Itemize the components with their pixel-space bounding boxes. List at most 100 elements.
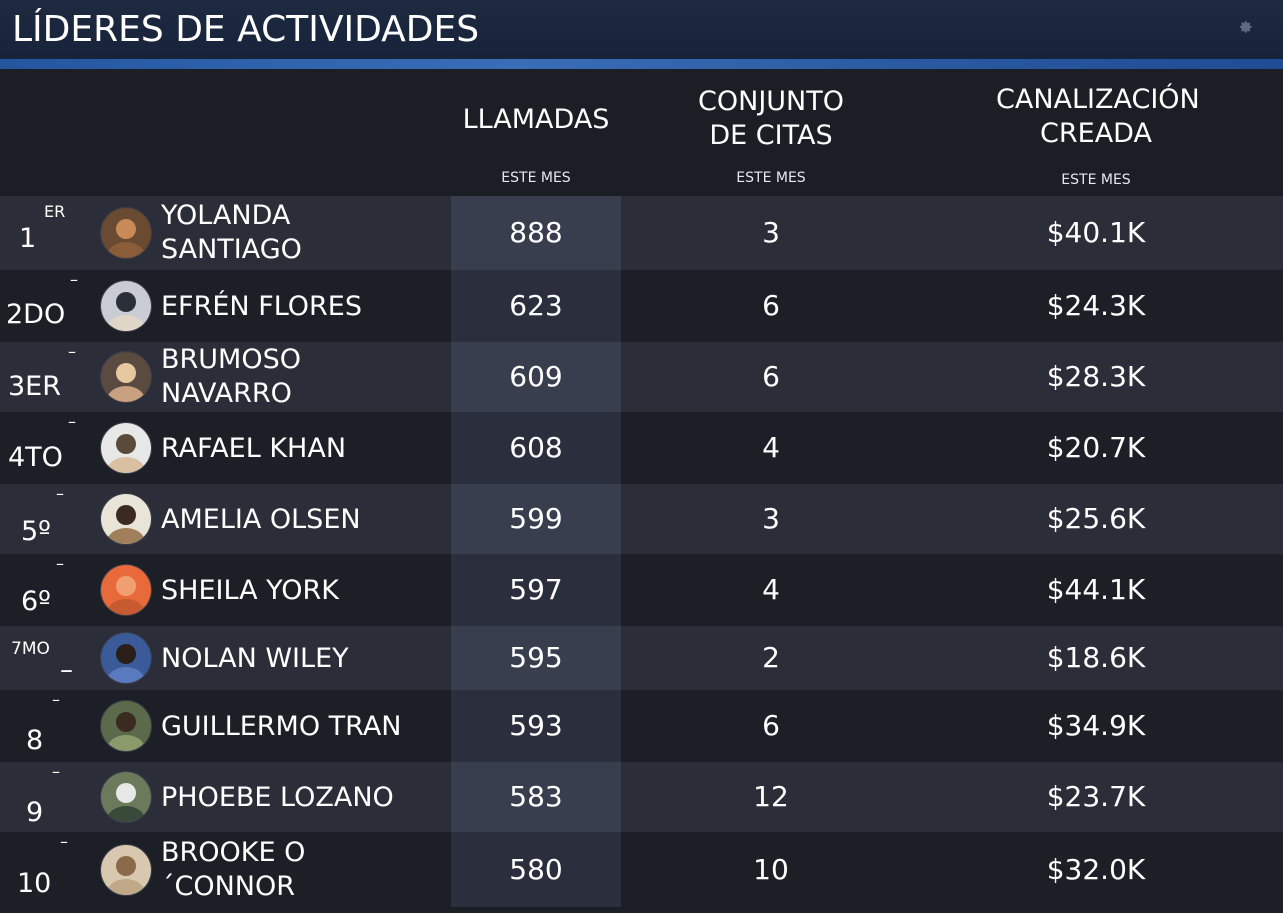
avatar-photo: [101, 565, 151, 615]
calls-value: 888: [509, 216, 563, 249]
calls-column-band: [451, 412, 621, 484]
calls-column-band: [451, 196, 621, 270]
avatar-photo: [101, 845, 151, 895]
calls-column-band: [451, 626, 621, 690]
column-sublabel: ESTE MES: [736, 170, 806, 186]
page-title: LÍDERES DE ACTIVIDADES: [12, 9, 480, 50]
leader-name: BROOKE O ´CONNOR: [161, 837, 306, 902]
leader-name: SHEILA YORK: [161, 575, 339, 606]
pipeline-value: $34.9K: [1046, 709, 1146, 742]
pipeline-value: $25.6K: [1046, 502, 1146, 535]
rank-number: 2DO: [6, 299, 66, 330]
avatar[interactable]: [100, 207, 152, 259]
pipeline-value: $28.3K: [1046, 360, 1146, 393]
leader-name: RAFAEL KHAN: [161, 433, 347, 464]
calls-value: 623: [509, 289, 563, 322]
rank-number: 1: [19, 223, 37, 254]
accent-strip: [0, 59, 1283, 69]
title-bar: LÍDERES DE ACTIVIDADES: [0, 0, 1283, 60]
table-header: LLAMADAS ESTE MES CONJUNTO DE CITAS ESTE…: [0, 69, 1283, 196]
table-row[interactable]: 1 ER YOLANDA SANTIAGO 888 3 $40.1K: [0, 196, 1283, 270]
avatar-photo: [101, 423, 151, 473]
table-row[interactable]: 8– GUILLERMO TRAN 593 6 $34.9K: [0, 690, 1283, 762]
rank-cell: 3ER –: [0, 342, 96, 412]
avatar-photo: [101, 701, 151, 751]
avatar-photo: [101, 281, 151, 331]
rank-cell: 5º –: [0, 484, 96, 554]
rank-suffix: –: [52, 762, 60, 781]
column-header-appointments: CONJUNTO DE CITAS ESTE MES: [651, 69, 891, 196]
appointments-value: 3: [762, 502, 780, 535]
rank-cell: 7MO –: [0, 626, 96, 690]
rank-number: 8: [26, 725, 44, 756]
leader-name: GUILLERMO TRAN: [161, 711, 402, 742]
table-row[interactable]: 4TO – RAFAEL KHAN 608 4 $20.7K: [0, 412, 1283, 484]
rank-suffix: –: [70, 270, 78, 289]
column-header-pipeline: CANALIZACIÓN CREADA ESTE MES: [966, 69, 1226, 196]
appointments-value: 6: [762, 289, 780, 322]
calls-column-band: [451, 554, 621, 626]
appointments-value: 4: [762, 573, 780, 606]
rank-number: 9: [26, 797, 44, 828]
rank-number: 10: [17, 868, 52, 899]
leader-name: AMELIA OLSEN: [161, 504, 361, 535]
rank-suffix: –: [68, 342, 76, 361]
appointments-value: 6: [762, 709, 780, 742]
appointments-value: 4: [762, 431, 780, 464]
gear-icon[interactable]: [1239, 20, 1253, 34]
avatar-photo: [101, 208, 151, 258]
avatar[interactable]: [100, 632, 152, 684]
rank-suffix: –: [52, 690, 60, 709]
leader-name: EFRÉN FLORES: [161, 291, 363, 322]
avatar[interactable]: [100, 564, 152, 616]
leader-name: NOLAN WILEY: [161, 643, 349, 674]
avatar[interactable]: [100, 351, 152, 403]
avatar[interactable]: [100, 844, 152, 896]
rank-suffix: –: [60, 832, 68, 851]
calls-value: 608: [509, 431, 563, 464]
table-row[interactable]: 6º – SHEILA YORK 597 4 $44.1K: [0, 554, 1283, 626]
avatar[interactable]: [100, 280, 152, 332]
table-row[interactable]: 7MO – NOLAN WILEY 595 2 $18.6K: [0, 626, 1283, 690]
avatar-photo: [101, 772, 151, 822]
leader-name: PHOEBE LOZANO: [161, 782, 394, 813]
table-row[interactable]: 10– BROOKE O ´CONNOR 580 10 $32.0K: [0, 832, 1283, 907]
pipeline-value: $40.1K: [1046, 216, 1146, 249]
pipeline-value: $32.0K: [1046, 853, 1146, 886]
rank-number: 5º: [21, 516, 51, 547]
calls-value: 595: [509, 641, 563, 674]
leader-name: YOLANDA SANTIAGO: [161, 200, 302, 265]
calls-column-band: [451, 270, 621, 342]
rank-suffix: –: [68, 412, 76, 431]
calls-column-band: [451, 690, 621, 762]
rank-suffix: –: [56, 554, 64, 573]
avatar[interactable]: [100, 422, 152, 474]
appointments-value: 2: [762, 641, 780, 674]
column-header-calls: LLAMADAS ESTE MES: [451, 69, 621, 196]
column-label: CANALIZACIÓN CREADA: [996, 84, 1200, 149]
avatar[interactable]: [100, 493, 152, 545]
avatar[interactable]: [100, 771, 152, 823]
calls-value: 593: [509, 709, 563, 742]
calls-value: 583: [509, 780, 563, 813]
column-label: CONJUNTO DE CITAS: [698, 86, 844, 151]
calls-column-band: [451, 832, 621, 907]
avatar-photo: [101, 352, 151, 402]
table-row[interactable]: 3ER – BRUMOSO NAVARRO 609 6 $28.3K: [0, 342, 1283, 412]
appointments-value: 6: [762, 360, 780, 393]
column-sublabel: ESTE MES: [501, 170, 571, 186]
pipeline-value: $20.7K: [1046, 431, 1146, 464]
rank-cell: 1 ER: [0, 196, 96, 270]
avatar[interactable]: [100, 700, 152, 752]
avatar-photo: [101, 494, 151, 544]
avatar-photo: [101, 633, 151, 683]
column-sublabel: ESTE MES: [1061, 172, 1131, 188]
table-row[interactable]: 2DO – EFRÉN FLORES 623 6 $24.3K: [0, 270, 1283, 342]
rank-cell: 6º –: [0, 554, 96, 626]
table-row[interactable]: 9– PHOEBE LOZANO 583 12 $23.7K: [0, 762, 1283, 832]
column-label: LLAMADAS: [462, 104, 610, 135]
rank-cell: 9–: [0, 762, 96, 832]
rank-suffix: –: [56, 484, 64, 503]
table-row[interactable]: 5º – AMELIA OLSEN 599 3 $25.6K: [0, 484, 1283, 554]
pipeline-value: $44.1K: [1046, 573, 1146, 606]
